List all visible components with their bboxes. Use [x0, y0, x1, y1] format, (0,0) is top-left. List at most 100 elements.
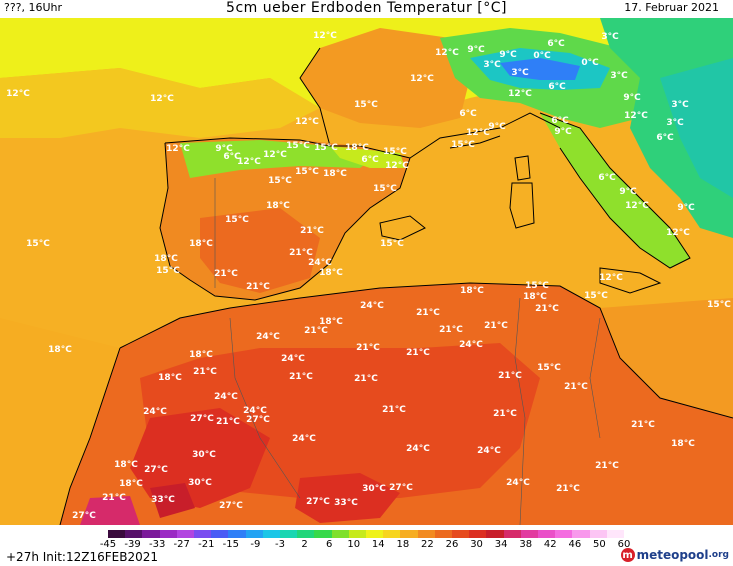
- temperature-label: 33°C: [334, 498, 358, 508]
- temperature-label: 24°C: [214, 392, 238, 402]
- temperature-label: 18°C: [319, 317, 343, 327]
- temperature-label: 21°C: [300, 226, 324, 236]
- scale-swatch: [125, 530, 143, 538]
- balkans-cold-zone: [660, 58, 733, 198]
- scale-tick-label: 42: [543, 539, 557, 550]
- scale-tick-label: -21: [198, 539, 215, 550]
- temperature-label: 12°C: [313, 31, 337, 41]
- temperature-label: 21°C: [304, 326, 328, 336]
- scale-tick-label: 14: [371, 539, 385, 550]
- scale-swatch: [194, 530, 212, 538]
- temperature-label: 21°C: [214, 269, 238, 279]
- temperature-label: 3°C: [601, 32, 619, 42]
- scale-tick-label: 26: [445, 539, 459, 550]
- temperature-label: 27°C: [246, 415, 270, 425]
- temperature-label: 21°C: [406, 348, 430, 358]
- scale-tick-label: 60: [617, 539, 631, 550]
- temperature-label: 15°C: [383, 147, 407, 157]
- scale-tick-label: 46: [568, 539, 582, 550]
- temperature-label: 15°C: [26, 239, 50, 249]
- temperature-label: 6°C: [656, 133, 674, 143]
- scale-tick-label: -27: [173, 539, 190, 550]
- pyrenees-zone: [330, 146, 405, 168]
- temperature-label: 24°C: [360, 301, 384, 311]
- temperature-label: 9°C: [215, 144, 233, 154]
- temperature-label: 15°C: [537, 363, 561, 373]
- temperature-label: 18°C: [523, 292, 547, 302]
- scale-tick-label: 2: [301, 539, 308, 550]
- iberia-warm-zone: [200, 208, 320, 293]
- temperature-label: 27°C: [306, 497, 330, 507]
- temperature-label: 18°C: [671, 439, 695, 449]
- scale-swatch: [400, 530, 418, 538]
- brand-tld: .org: [708, 550, 729, 560]
- scale-swatch: [572, 530, 590, 538]
- temperature-label: 3°C: [483, 60, 501, 70]
- temperature-label: 18°C: [119, 479, 143, 489]
- meteopool-logo-icon: m: [620, 548, 635, 562]
- scale-swatch: [159, 530, 177, 538]
- temperature-label: 18°C: [266, 201, 290, 211]
- scale-tick-label: -39: [124, 539, 141, 550]
- brand-name: meteopool: [636, 548, 709, 562]
- temperature-label: 18°C: [158, 373, 182, 383]
- temperature-label: 6°C: [459, 109, 477, 119]
- scale-swatch: [211, 530, 229, 538]
- temperature-label: 21°C: [564, 382, 588, 392]
- temperature-label: 21°C: [498, 371, 522, 381]
- scale-tick-label: 18: [396, 539, 410, 550]
- forecast-date: 17. Februar 2021: [624, 1, 719, 14]
- temperature-label: 21°C: [289, 372, 313, 382]
- temperature-label: 21°C: [193, 367, 217, 377]
- temperature-label: 9°C: [488, 122, 506, 132]
- scale-tick-label: -9: [250, 539, 261, 550]
- temperature-label: 21°C: [354, 374, 378, 384]
- scale-swatch: [452, 530, 470, 538]
- temperature-label: 12°C: [599, 273, 623, 283]
- temperature-label: 12°C: [295, 117, 319, 127]
- coastlines: [59, 47, 733, 525]
- temperature-label: 6°C: [547, 39, 565, 49]
- temperature-label: 15°C: [373, 184, 397, 194]
- temperature-label: 18°C: [460, 286, 484, 296]
- temperature-label: 21°C: [439, 325, 463, 335]
- temperature-label: 24°C: [256, 332, 280, 342]
- temperature-label: 21°C: [382, 405, 406, 415]
- temperature-label: 9°C: [619, 187, 637, 197]
- temperature-label: 12°C: [625, 201, 649, 211]
- temperature-label: 12°C: [166, 144, 190, 154]
- scale-swatch: [262, 530, 281, 538]
- temperature-label: 15°C: [380, 239, 404, 249]
- scale-tick-label: -3: [275, 539, 285, 550]
- temperature-label: 9°C: [677, 203, 695, 213]
- footer: -45 -39 -33 -27 -21 -15 -9 -3 2 6 10 14 18 22 26 30 34 38…: [0, 525, 733, 566]
- scale-swatch: [331, 530, 349, 538]
- temperature-label: 12°C: [6, 89, 30, 99]
- temperature-label: 15°C: [354, 100, 378, 110]
- temperature-label: 12°C: [666, 228, 690, 238]
- temperature-label: 15°C: [451, 140, 475, 150]
- temperature-label: 18°C: [345, 143, 369, 153]
- temperature-label: 30°C: [188, 478, 212, 488]
- temperature-map: 12°C 12°C 9°C 9°C 0°C 6°C 3°C 3°C 3°C 0°C 3°C 12°C 6…: [0, 18, 733, 525]
- temperature-label: 21°C: [356, 343, 380, 353]
- temperature-label: 24°C: [243, 406, 267, 416]
- scale-swatch: [108, 530, 126, 538]
- temperature-label: 24°C: [406, 444, 430, 454]
- brand-logo[interactable]: m meteopool .org: [620, 546, 729, 564]
- scale-tick-label: -15: [222, 539, 240, 550]
- scale-swatch: [348, 530, 367, 538]
- temperature-label: 27°C: [72, 511, 96, 521]
- temperature-label: 21°C: [416, 308, 440, 318]
- temperature-label: 21°C: [484, 321, 508, 331]
- temperature-label: 18°C: [189, 239, 213, 249]
- temperature-label: 3°C: [511, 68, 529, 78]
- temperature-label: 3°C: [671, 100, 689, 110]
- temperature-label: 15°C: [584, 291, 608, 301]
- scale-tick-label: 30: [470, 539, 483, 550]
- scale-tick-label: 38: [519, 539, 533, 550]
- temperature-label: 21°C: [535, 304, 559, 314]
- temperature-label: 12°C: [150, 94, 174, 104]
- temperature-label: 12°C: [385, 161, 409, 171]
- temperature-label: 12°C: [508, 89, 532, 99]
